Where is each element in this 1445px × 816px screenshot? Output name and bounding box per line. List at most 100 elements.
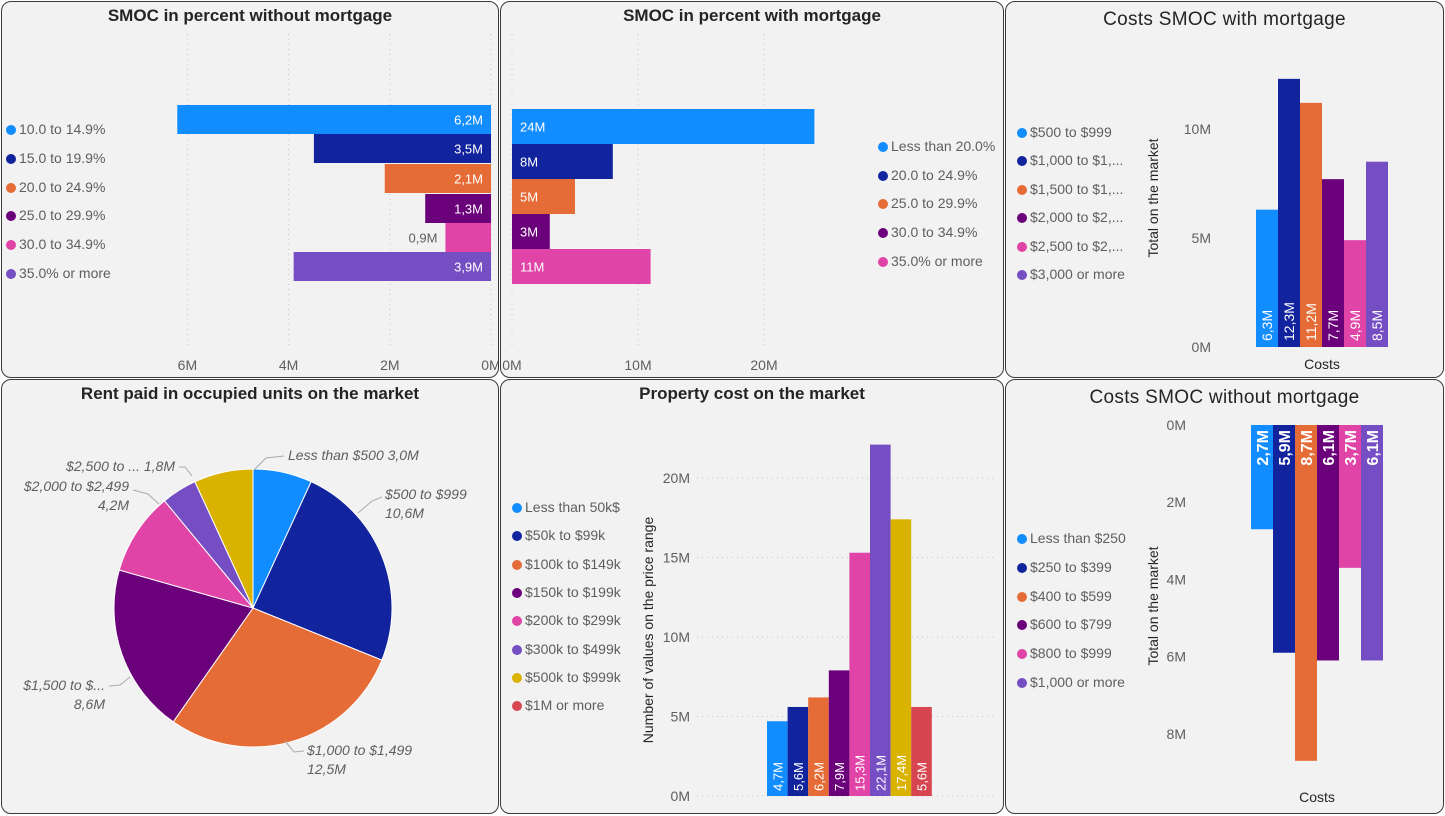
bar bbox=[512, 179, 575, 214]
data-label: 11,2M bbox=[1303, 303, 1319, 341]
data-label: 17,4M bbox=[894, 755, 909, 791]
panel-property-cost[interactable]: Property cost on the market Less than 50… bbox=[500, 379, 1004, 814]
data-label: 8,5M bbox=[1369, 310, 1385, 341]
bar bbox=[445, 223, 491, 252]
bar bbox=[1251, 425, 1273, 530]
legend-label: $800 to $999 bbox=[1030, 645, 1112, 662]
pie-slice bbox=[172, 607, 383, 748]
legend-swatch bbox=[6, 269, 16, 279]
legend-label: $100k to $149k bbox=[525, 555, 621, 572]
bar bbox=[512, 249, 651, 284]
legend-label: 25.0 to 29.9% bbox=[19, 207, 106, 224]
bar bbox=[1366, 161, 1388, 347]
y-tick-label: 6M bbox=[1167, 649, 1186, 665]
data-label: 5,6M bbox=[915, 762, 930, 791]
bar bbox=[1317, 425, 1339, 661]
bar bbox=[512, 109, 815, 144]
bar bbox=[828, 670, 850, 796]
x-tick-label: 10M bbox=[624, 357, 651, 373]
y-tick-label: 8M bbox=[1167, 726, 1186, 742]
legend-swatch bbox=[1017, 534, 1027, 544]
leader-line bbox=[132, 489, 160, 505]
bar bbox=[313, 134, 491, 163]
bar bbox=[890, 519, 912, 796]
y-tick-label: 0M bbox=[1167, 417, 1186, 433]
data-label: 8,7M bbox=[1299, 430, 1316, 466]
legend-swatch bbox=[1017, 156, 1027, 167]
x-tick-label: 6M bbox=[178, 357, 197, 373]
panel-costs-smoc-without-mortgage[interactable]: Costs SMOC without mortgage Less than $2… bbox=[1005, 379, 1444, 814]
bar-chart: 6M 4M 2M 0M 6,2M 3,5M 2,1M 1,3M 0,9M 3,9M bbox=[177, 34, 499, 373]
pie-slice bbox=[118, 500, 255, 609]
panel-rent-paid-pie[interactable]: Rent paid in occupied units on the marke… bbox=[1, 379, 499, 814]
legend-swatch bbox=[6, 240, 16, 251]
legend-label: 30.0 to 34.9% bbox=[891, 224, 978, 241]
legend-swatch bbox=[1017, 591, 1027, 602]
bar-chart: 20M 15M 10M 5M 0M 4,7M 5,6M 6,2M 7,9M 15,3M 22,1M 1… bbox=[640, 444, 995, 804]
chart-title: Costs SMOC with mortgage bbox=[1103, 9, 1346, 30]
bar-chart: 0M 2M 4M 6M 8M 2,7M 5,9M 8,7M 6,1M 3,7M 6,1M Costs T… bbox=[1145, 417, 1383, 805]
bar bbox=[1256, 209, 1278, 347]
leader-line bbox=[284, 740, 305, 753]
pie-slice bbox=[194, 468, 254, 609]
data-label: 12,3M bbox=[1281, 302, 1297, 341]
data-label: 3,9M bbox=[454, 260, 483, 275]
bar bbox=[1278, 78, 1300, 348]
slice-label: $2,000 to $2,499 bbox=[23, 478, 129, 494]
legend-label: $50k to $99k bbox=[525, 527, 606, 544]
leader-line bbox=[108, 676, 131, 687]
legend-label: 30.0 to 34.9% bbox=[19, 236, 106, 253]
legend-swatch bbox=[1017, 620, 1027, 631]
bar bbox=[1300, 102, 1322, 347]
chart-title: Rent paid in occupied units on the marke… bbox=[80, 384, 420, 403]
data-label: 4,9M bbox=[1347, 310, 1363, 341]
legend-swatch bbox=[1017, 184, 1027, 195]
legend-label: $1,000 to $1,... bbox=[1030, 152, 1124, 169]
x-axis-title: Costs bbox=[1299, 789, 1335, 805]
legend-swatch bbox=[1017, 649, 1027, 660]
slice-label: $1,500 to $... bbox=[22, 677, 105, 693]
legend-swatch bbox=[6, 125, 16, 135]
legend-label: Less than $250 bbox=[1030, 530, 1126, 546]
bar-chart: 10M 5M 0M 6,3M 12,3M 11,2M 7,7M 4,9M 8,5M Costs To… bbox=[1145, 78, 1388, 372]
x-tick-label: 0M bbox=[481, 357, 499, 373]
x-tick-label: 20M bbox=[750, 357, 777, 373]
bar bbox=[1344, 240, 1366, 347]
bar bbox=[1273, 425, 1295, 653]
legend-swatch bbox=[512, 531, 522, 542]
legend-swatch bbox=[512, 701, 522, 712]
data-label: 0,9M bbox=[409, 231, 438, 246]
bar bbox=[177, 105, 491, 134]
data-label: 6,3M bbox=[1259, 310, 1275, 341]
slice-label: $2,500 to ... 1,8M bbox=[65, 458, 175, 474]
legend-swatch bbox=[1017, 678, 1027, 688]
y-axis-title: Number of values on the price range bbox=[640, 517, 656, 744]
legend-label: $1,000 or more bbox=[1030, 674, 1125, 690]
data-label: 6,1M bbox=[1365, 430, 1382, 466]
legend-label: $200k to $299k bbox=[525, 612, 621, 629]
panel-costs-smoc-with-mortgage[interactable]: Costs SMOC with mortgage $500 to $999 $1,… bbox=[1005, 1, 1444, 378]
data-label: 5,9M bbox=[1277, 430, 1294, 466]
y-tick-label: 0M bbox=[1192, 339, 1211, 355]
data-label: 8M bbox=[520, 155, 538, 170]
data-label: 3,5M bbox=[454, 142, 483, 157]
legend-label: Less than 50k$ bbox=[525, 499, 620, 515]
panel-smoc-percent-with-mortgage[interactable]: SMOC in percent with mortgage Less than … bbox=[500, 1, 1004, 378]
panel-smoc-percent-without-mortgage[interactable]: SMOC in percent without mortgage 10.0 to… bbox=[1, 1, 499, 378]
data-label: 1,3M bbox=[454, 202, 483, 217]
data-label: 7,9M bbox=[832, 762, 847, 791]
legend-swatch bbox=[1017, 241, 1027, 252]
legend-swatch bbox=[878, 142, 888, 152]
data-label: 2,7M bbox=[1255, 430, 1272, 466]
legend-swatch bbox=[878, 228, 888, 239]
legend-swatch bbox=[878, 199, 888, 210]
chart-title: Property cost on the market bbox=[639, 384, 865, 403]
slice-label: 12,5M bbox=[307, 761, 346, 777]
leader-line bbox=[253, 455, 285, 471]
data-label: 24M bbox=[520, 120, 545, 135]
legend-label: $400 to $599 bbox=[1030, 587, 1112, 604]
bar bbox=[787, 706, 809, 796]
legend-swatch bbox=[512, 503, 522, 513]
bar bbox=[293, 252, 491, 281]
data-label: 3,7M bbox=[1343, 430, 1360, 466]
